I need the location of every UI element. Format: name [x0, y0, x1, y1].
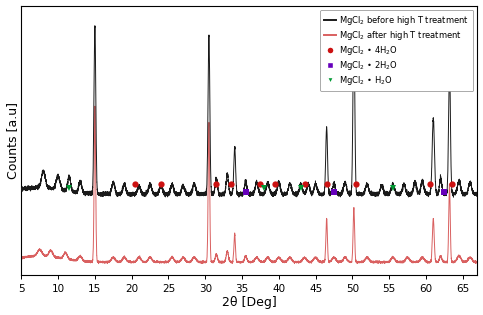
- Legend: MgCl$_2$ before high T treatment, MgCl$_2$ after high T treatment, MgCl$_2$ • 4H: MgCl$_2$ before high T treatment, MgCl$_…: [320, 10, 473, 91]
- Y-axis label: Counts [a.u]: Counts [a.u]: [6, 102, 18, 179]
- X-axis label: 2θ [Deg]: 2θ [Deg]: [222, 296, 277, 309]
